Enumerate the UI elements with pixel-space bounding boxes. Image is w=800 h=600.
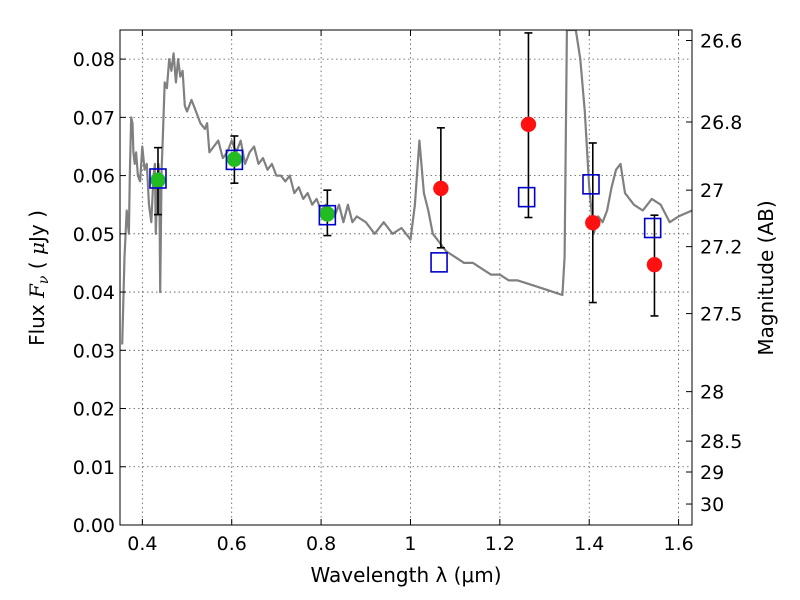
marker-circle-0-1 — [226, 151, 243, 168]
y-label-mu: μ — [25, 242, 49, 255]
x-axis-label: Wavelength λ (μm) — [310, 563, 501, 587]
y-tick-label-3: 0.03 — [73, 340, 115, 362]
right-tick-label-8: 30 — [700, 494, 724, 516]
marker-circle-1-3 — [646, 256, 663, 273]
marker-square-2-1 — [225, 149, 244, 171]
x-tick-label-5: 1.4 — [574, 533, 604, 555]
y-label-f: F — [25, 283, 49, 299]
y-label-nu: ν — [36, 275, 52, 284]
right-tick-label-7: 29 — [700, 462, 724, 484]
marker-circle-0-2 — [319, 206, 336, 222]
right-tick-label-1: 26.8 — [700, 112, 742, 134]
marker-square-2-3 — [430, 252, 448, 273]
y-label-unit: Jy ) — [25, 210, 49, 244]
marker-square-2-0 — [149, 168, 167, 189]
y-tick-label-4: 0.04 — [73, 282, 115, 304]
right-tick-label-2: 27 — [700, 180, 724, 202]
y-tick-label-7: 0.07 — [73, 107, 115, 129]
grid-lines — [120, 30, 692, 526]
marker-circle-1-0 — [433, 180, 449, 197]
right-tick-label-4: 27.5 — [700, 304, 742, 326]
y-label-flux: Flux — [25, 298, 49, 346]
y-tick-label-1: 0.01 — [73, 457, 115, 479]
right-axis-ticks: 26.6 26.8 27 27.2 27.5 28 28.5 29 30 — [686, 30, 742, 516]
x-tick-label-0: 0.4 — [127, 533, 157, 555]
model-spectrum-line — [121, 30, 692, 345]
y-tick-label-5: 0.05 — [73, 224, 115, 246]
model-spectrum — [121, 30, 692, 345]
x-tick-label-3: 1 — [404, 533, 416, 555]
y-label-paren: ( — [25, 255, 49, 276]
y-axis-label-right: Magnitude (AB) — [754, 200, 778, 355]
right-tick-label-0: 26.6 — [700, 30, 742, 52]
marker-circle-1-2 — [585, 215, 601, 231]
right-tick-label-3: 27.2 — [700, 237, 742, 259]
x-tick-label-1: 0.6 — [217, 533, 247, 555]
y-tick-label-0: 0.00 — [73, 515, 115, 537]
y-tick-label-6: 0.06 — [73, 166, 115, 188]
x-axis-ticks: 0.4 0.6 0.8 1 1.2 1.4 1.6 — [127, 30, 694, 555]
data-markers — [149, 116, 663, 273]
marker-square-2-2 — [318, 204, 337, 226]
y-tick-label-8: 0.08 — [73, 49, 115, 71]
right-tick-label-5: 28 — [700, 382, 724, 404]
x-tick-label-6: 1.6 — [663, 533, 693, 555]
plot-frame — [119, 29, 693, 526]
x-tick-label-2: 0.8 — [306, 533, 336, 555]
marker-square-2-5 — [582, 174, 600, 195]
y-tick-label-2: 0.02 — [73, 399, 115, 421]
marker-square-2-6 — [643, 217, 662, 239]
x-tick-label-4: 1.2 — [485, 533, 515, 555]
right-tick-label-6: 28.5 — [700, 431, 742, 453]
y-axis-label-left: Flux Fν ( μJy ) — [25, 210, 52, 346]
marker-square-2-4 — [517, 186, 536, 208]
marker-circle-0-0 — [150, 172, 166, 188]
y-axis-ticks: 0.00 0.01 0.02 0.03 0.04 0.05 0.06 0.07 0.08 — [73, 49, 126, 537]
marker-circle-1-1 — [520, 116, 537, 133]
